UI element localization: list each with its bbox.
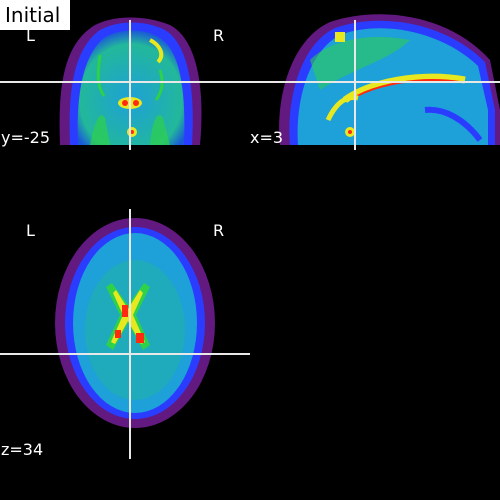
coronal-coordinate: y=-25 xyxy=(1,128,51,147)
coronal-crosshair-vertical xyxy=(129,20,131,150)
coronal-slice-image xyxy=(59,17,202,145)
sagittal-crosshair-vertical xyxy=(354,20,356,150)
axial-view: L R z=34 xyxy=(0,205,250,460)
coronal-left-label: L xyxy=(26,26,35,45)
coronal-crosshair-horizontal xyxy=(0,81,250,83)
coronal-right-label: R xyxy=(213,26,225,45)
sagittal-crosshair-horizontal xyxy=(250,81,500,83)
axial-coordinate: z=34 xyxy=(1,440,44,459)
axial-slice-image xyxy=(55,218,215,428)
coronal-view: L R y=-25 xyxy=(0,0,250,150)
sagittal-view: x=3 xyxy=(250,0,500,150)
sagittal-coordinate: x=3 xyxy=(250,128,284,147)
sagittal-slice-image xyxy=(279,14,500,146)
figure-title: Initial xyxy=(0,0,70,30)
axial-crosshair-horizontal xyxy=(0,353,250,355)
axial-left-label: L xyxy=(26,221,35,240)
axial-crosshair-vertical xyxy=(129,209,131,459)
axial-right-label: R xyxy=(213,221,225,240)
